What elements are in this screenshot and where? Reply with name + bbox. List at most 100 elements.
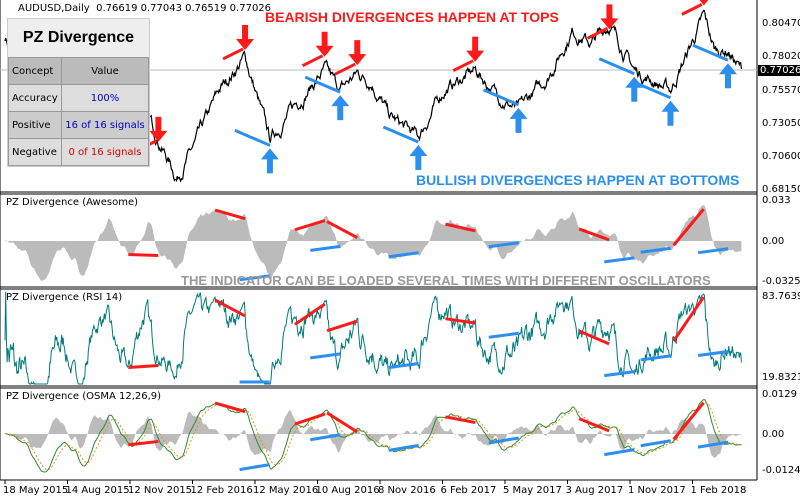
bullish-divergence-line <box>640 354 671 362</box>
bullish-divergence-line <box>388 251 419 259</box>
x-tick: 1 Nov 2017 <box>628 485 686 496</box>
bullish-arrow-icon <box>719 63 738 89</box>
multi-oscillator-annotation: THE INDICATOR CAN BE LOADED SEVERAL TIME… <box>181 273 711 288</box>
y-tick: 0.75570 <box>762 85 800 96</box>
bullish-arrow-icon <box>625 76 644 102</box>
pz-divergence-panel: PZ Divergence Concept Value Accuracy 100% … <box>7 18 150 167</box>
x-tick: 6 Feb 2017 <box>440 485 497 496</box>
row-value: 0 of 16 signals <box>61 138 149 166</box>
x-tick: 3 Aug 2017 <box>565 485 624 496</box>
y-tick: 19.8321 <box>762 372 800 383</box>
bearish-divergence-line <box>334 62 356 76</box>
x-tick: 12 Nov 2015 <box>128 485 193 496</box>
y-tick: 0.033 <box>762 195 791 206</box>
x-tick: 1 Feb 2018 <box>690 485 747 496</box>
bullish-arrow-icon <box>661 100 680 126</box>
bearish-arrow-icon <box>236 24 255 50</box>
x-tick: 10 Aug 2016 <box>315 485 380 496</box>
bullish-divergence-line <box>604 256 635 264</box>
bearish-divergence-line <box>294 219 326 232</box>
bearish-divergence-line <box>326 319 358 333</box>
y-tick: 0.78020 <box>762 51 800 62</box>
rsi-line <box>4 291 742 385</box>
y-tick: -0.0325 <box>762 276 800 287</box>
bearish-arrow-icon <box>315 31 334 57</box>
row-concept: Negative <box>8 138 62 166</box>
bearish-divergence-line <box>672 401 705 441</box>
bullish-divergence-line <box>304 75 341 94</box>
bearish-divergence-line <box>128 253 159 257</box>
bullish-annotation: BULLISH DIVERGENCES HAPPEN AT BOTTOMS <box>416 172 740 188</box>
bearish-divergence-line <box>445 415 476 425</box>
awesome-histogram <box>5 205 742 281</box>
bearish-divergence-line <box>445 317 476 325</box>
bearish-arrow-icon <box>149 116 168 142</box>
row-concept: Positive <box>8 111 62 139</box>
current-price-label: 0.77026 <box>758 65 800 76</box>
bearish-divergence-line <box>578 329 610 346</box>
bearish-divergence-line <box>301 54 324 68</box>
osma-signal-line <box>4 402 742 471</box>
bullish-divergence-line <box>692 43 729 62</box>
osma-main-line <box>4 398 742 473</box>
bullish-divergence-line <box>488 241 519 249</box>
y-tick: 0.73050 <box>762 118 800 129</box>
y-tick: 0.0129 <box>762 389 797 400</box>
bullish-divergence-line <box>640 246 671 254</box>
bullish-arrow-icon <box>331 95 350 121</box>
bearish-arrow-icon <box>699 0 709 6</box>
chart-title: AUDUSD,Daily 0.76619 0.77043 0.76519 0.7… <box>18 3 271 14</box>
bearish-divergence-line <box>222 47 244 61</box>
bearish-arrow-icon <box>348 40 367 66</box>
bearish-divergence-line <box>128 364 159 369</box>
bearish-divergence-line <box>294 302 326 326</box>
osma-histogram <box>5 410 742 458</box>
bearish-divergence-line <box>445 222 476 233</box>
stats-table: Concept Value Accuracy 100% Positive 16 of … <box>8 57 149 166</box>
bullish-divergence-line <box>388 443 419 452</box>
bearish-divergence-line <box>578 227 610 242</box>
bearish-divergence-line <box>578 417 610 433</box>
bearish-divergence-line <box>672 296 705 342</box>
bullish-divergence-line <box>310 244 341 252</box>
row-value: 100% <box>61 84 149 112</box>
bullish-divergence-line <box>388 362 419 370</box>
x-tick: 5 May 2017 <box>503 485 562 496</box>
bullish-divergence-line <box>382 125 419 144</box>
bullish-divergence-line <box>488 331 519 339</box>
subchart-title: PZ Divergence (Awesome) <box>6 197 139 208</box>
panel-title: PZ Divergence <box>22 29 135 46</box>
header-value: Value <box>61 57 149 85</box>
subchart-title: PZ Divergence (RSI 14) <box>6 292 123 303</box>
header-concept: Concept <box>8 57 62 85</box>
y-tick: 0.00 <box>762 236 785 247</box>
row-concept: Accuracy <box>8 84 62 112</box>
bullish-divergence-line <box>604 448 635 457</box>
x-tick: 12 May 2016 <box>253 485 319 496</box>
bullish-divergence-line <box>488 436 520 445</box>
bullish-divergence-line <box>697 440 729 449</box>
x-tick: 12 Feb 2016 <box>190 485 253 496</box>
ohlc-values: 0.76619 0.77043 0.76519 0.77026 <box>96 3 272 14</box>
bearish-annotation: BEARISH DIVERGENCES HAPPEN AT TOPS <box>265 9 559 25</box>
bearish-divergence-line <box>214 208 246 221</box>
bearish-divergence-line <box>326 411 358 434</box>
y-tick: -0.0124 <box>762 465 800 476</box>
bullish-divergence-line <box>697 247 729 255</box>
bullish-divergence-line <box>598 57 635 76</box>
bullish-divergence-line <box>634 81 672 100</box>
bearish-arrow-icon <box>466 36 485 62</box>
y-tick: 0.80470 <box>762 18 800 29</box>
symbol-label: AUDUSD,Daily <box>18 3 90 14</box>
subchart-title: PZ Divergence (OSMA 12,26,9) <box>6 391 162 402</box>
bearish-divergence-line <box>452 59 474 73</box>
y-tick: 0.68150 <box>762 184 800 195</box>
y-tick: 0.00 <box>762 429 785 440</box>
bearish-divergence-line <box>672 208 705 247</box>
bullish-divergence-line <box>310 352 341 360</box>
bullish-divergence-line <box>697 350 729 358</box>
bearish-divergence-line <box>128 439 159 447</box>
x-tick: 8 Nov 2016 <box>378 485 436 496</box>
bullish-arrow-icon <box>509 107 528 133</box>
